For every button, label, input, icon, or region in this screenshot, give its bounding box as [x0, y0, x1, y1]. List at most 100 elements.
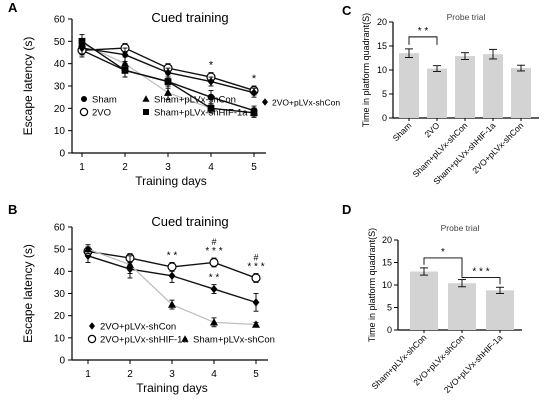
data-point	[251, 273, 261, 283]
legend-marker	[81, 96, 87, 102]
y-tick-label: 10	[377, 65, 387, 75]
data-point	[207, 77, 215, 86]
y-tick-label: 50	[54, 37, 66, 48]
y-tick-label: 40	[54, 59, 66, 70]
y-tick-label: 60	[54, 223, 66, 234]
y-tick-label: 10	[54, 333, 66, 344]
bar	[483, 54, 503, 118]
significance-marker: * * *	[205, 246, 222, 257]
x-tick-label: 2VO+pLVx-shCon	[470, 120, 525, 175]
bar	[511, 68, 531, 118]
legend-label: Sham+pLVx-shCon	[154, 95, 236, 106]
bar	[399, 53, 419, 119]
data-point	[252, 298, 260, 307]
x-tick-label: Sham	[391, 120, 414, 143]
y-axis-label: Time in platform quadrant(S)	[361, 13, 371, 127]
chart-title: Probe trial	[447, 12, 486, 22]
data-point	[121, 50, 129, 59]
x-tick-label: 4	[208, 162, 214, 173]
y-axis-label: Time in platform quadrant(S)	[367, 228, 377, 342]
y-tick-label: 0	[382, 113, 387, 123]
x-tick-label: 4	[211, 369, 217, 380]
significance-marker: * * *	[472, 267, 489, 278]
y-tick-label: 50	[54, 245, 66, 256]
y-tick-label: 0	[387, 325, 392, 335]
data-point	[210, 318, 218, 326]
bar	[455, 56, 475, 118]
y-tick-label: 60	[54, 15, 66, 26]
legend-label: Sham+pLVx-shHIF-1a	[154, 108, 248, 119]
data-point	[168, 300, 176, 308]
legend-marker	[89, 322, 95, 330]
chart-title: Probe trial	[441, 223, 480, 233]
y-tick-label: 15	[382, 258, 392, 268]
x-tick-label: 2	[127, 369, 133, 380]
significance-marker: * * *	[247, 262, 264, 273]
panel-letter-d: D	[342, 202, 351, 217]
significance-marker: *	[441, 247, 445, 258]
data-point	[207, 104, 215, 112]
legend-marker	[143, 109, 149, 115]
data-point	[250, 88, 258, 97]
significance-marker: *	[209, 60, 214, 72]
data-point	[121, 59, 129, 67]
y-tick-label: 20	[382, 235, 392, 245]
significance-bracket	[461, 276, 501, 285]
legend-label: 2VO+pLVx-shCon	[100, 322, 176, 333]
data-point	[126, 260, 134, 268]
x-tick-label: 1	[85, 369, 91, 380]
data-point	[78, 43, 86, 53]
data-point	[164, 78, 172, 85]
data-point	[164, 88, 172, 96]
data-point	[210, 284, 218, 294]
y-tick-label: 20	[54, 104, 66, 115]
y-tick-label: 20	[54, 311, 66, 322]
panel-letter-a: A	[8, 0, 18, 15]
x-tick-label: 5	[251, 162, 257, 173]
x-tick-label: 1	[79, 162, 85, 173]
y-tick-label: 10	[54, 126, 66, 137]
bar	[448, 283, 476, 330]
y-tick-label: 5	[387, 303, 392, 313]
y-axis-label: Escape latency (s)	[21, 244, 35, 343]
y-axis-label: Escape latency (s)	[21, 37, 35, 136]
bar	[410, 271, 438, 330]
x-tick-label: 3	[169, 369, 175, 380]
data-point	[168, 271, 176, 280]
y-tick-label: 0	[59, 356, 65, 367]
x-tick-label: 3	[165, 162, 171, 173]
x-tick-label: 5	[253, 369, 259, 380]
legend-marker	[142, 95, 150, 102]
significance-marker: * *	[418, 26, 429, 37]
legend-marker	[87, 334, 97, 344]
significance-marker: #	[211, 237, 216, 247]
significance-bracket	[423, 257, 463, 277]
legend-label: Sham	[92, 95, 117, 106]
significance-bracket	[408, 36, 438, 45]
legend-marker	[262, 98, 268, 106]
data-point	[164, 68, 172, 77]
chart-title: Cued training	[151, 214, 228, 229]
significance-marker: #	[253, 253, 258, 263]
x-tick-label: 2VO	[422, 120, 441, 139]
legend-marker	[181, 335, 189, 342]
x-tick-label: 2	[122, 162, 128, 173]
significance-marker: * *	[167, 250, 178, 261]
y-tick-label: 5	[382, 89, 387, 99]
legend-label: Sham+pLVx-shCon	[193, 335, 275, 346]
y-tick-label: 10	[382, 280, 392, 290]
x-axis-label: Training days	[135, 174, 207, 188]
data-point	[121, 66, 129, 74]
significance-marker: *	[252, 73, 257, 85]
y-tick-label: 40	[54, 267, 66, 278]
y-tick-label: 15	[377, 41, 387, 51]
x-axis-label: Training days	[136, 381, 208, 395]
chart-title: Cued training	[151, 10, 228, 25]
significance-marker: * *	[209, 273, 220, 284]
y-tick-label: 30	[54, 289, 66, 300]
legend-label: 2VO	[92, 108, 111, 119]
data-point	[209, 257, 219, 268]
y-tick-label: 20	[377, 17, 387, 27]
y-tick-label: 0	[59, 149, 65, 160]
